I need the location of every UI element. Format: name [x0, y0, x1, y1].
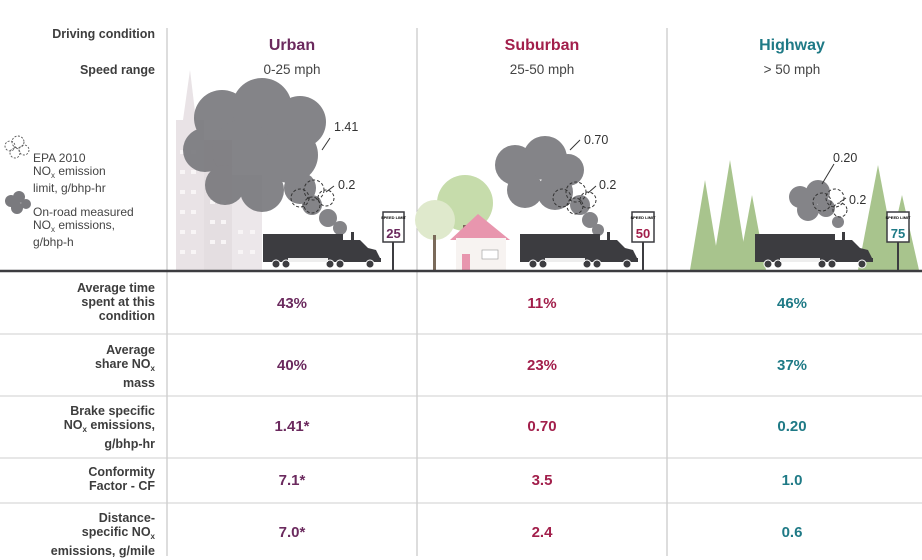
speed-limit-sign: SPEED LIMIT 25 [381, 211, 407, 270]
highway-scene: SPEED LIMIT 75 [690, 160, 919, 270]
tree-icon [415, 200, 455, 240]
speed-range-label: Speed range [79, 63, 155, 77]
row-label-conformity: Conformity Factor - CF [88, 465, 155, 493]
measured-emission-cloud [183, 78, 347, 235]
legend-epa-line: EPA 2010 [33, 151, 86, 165]
sign-speed-limit-text: SPEED LIMIT [630, 215, 656, 220]
epa-limit-cloud [552, 181, 597, 215]
cell-distance-urban: 7.0* [278, 524, 306, 541]
row-label-time-spent: Average time spent at this condition [76, 281, 155, 323]
legend-epa-cloud-icon [4, 135, 30, 159]
sign-speed-urban: 25 [386, 226, 400, 241]
urban-scene: SPEED LIMIT 25 [176, 70, 407, 270]
suburban-scene: SPEED LIMIT 50 [415, 136, 656, 270]
highway-limit-value: 0.2 [849, 193, 867, 207]
sign-speed-highway: 75 [891, 226, 905, 241]
legend-onroad-line: On-road measured [33, 205, 134, 219]
cell-cf-suburban: 3.5 [531, 472, 553, 489]
sign-speed-suburban: 50 [636, 226, 650, 241]
cell-distance-suburban: 2.4 [531, 524, 553, 541]
urban-limit-value: 0.2 [338, 178, 356, 192]
truck-icon [755, 232, 873, 269]
legend-epa-line: NOx emission [33, 164, 106, 181]
legend-onroad-text: On-road measured NOx emissions, g/bhp-h [33, 206, 134, 249]
cell-brake-suburban: 0.70 [527, 418, 557, 435]
legend-measured-cloud-icon [5, 191, 31, 214]
row-label-distance-specific: Distance- specific NOx emissions, g/mile [50, 511, 155, 558]
highway-measured-value: 0.20 [833, 151, 858, 165]
cell-brake-urban: 1.41* [274, 418, 310, 435]
cell-share-highway: 37% [776, 357, 808, 374]
row-dividers [0, 333, 922, 504]
legend-onroad-line: g/bhp-h [33, 235, 74, 249]
cell-time-highway: 46% [776, 295, 808, 312]
cell-share-urban: 40% [276, 357, 308, 374]
epa-limit-cloud [290, 179, 335, 214]
legend-onroad-line: NOx emissions, [33, 218, 116, 235]
legend-epa-text: EPA 2010 NOx emission limit, g/bhp-hr [33, 152, 106, 195]
cell-share-suburban: 23% [526, 357, 558, 374]
speed-range-suburban: 25-50 mph [509, 62, 575, 77]
cell-distance-highway: 0.6 [781, 524, 803, 541]
measured-emission-cloud [495, 136, 604, 236]
suburban-limit-value: 0.2 [599, 178, 617, 192]
epa-limit-cloud [812, 188, 848, 218]
house-icon [450, 214, 510, 270]
speed-range-urban: 0-25 mph [263, 62, 321, 77]
speed-limit-sign: SPEED LIMIT 75 [885, 211, 911, 270]
legend-epa-line: limit, g/bhp-hr [33, 181, 106, 195]
suburban-measured-value: 0.70 [584, 133, 609, 147]
column-title-highway: Highway [759, 37, 825, 54]
speed-range-highway: > 50 mph [763, 62, 821, 77]
truck-icon [520, 232, 638, 269]
truck-icon [263, 232, 381, 269]
speed-limit-sign: SPEED LIMIT 50 [630, 211, 656, 270]
driving-condition-label: Driving condition [52, 27, 155, 41]
urban-measured-value: 1.41 [334, 120, 359, 134]
measured-emission-cloud [789, 180, 844, 228]
sign-speed-limit-text: SPEED LIMIT [885, 215, 911, 220]
cell-cf-urban: 7.1* [278, 472, 306, 489]
row-label-brake-specific: Brake specific NOx emissions, g/bhp-hr [63, 404, 155, 451]
column-title-suburban: Suburban [504, 37, 580, 54]
cell-time-urban: 43% [276, 295, 308, 312]
cell-cf-highway: 1.0 [781, 472, 803, 489]
row-label-nox-share: Average share NOx mass [94, 343, 155, 390]
cell-brake-highway: 0.20 [777, 418, 807, 435]
column-title-urban: Urban [268, 37, 316, 54]
pine-trees-icon [690, 160, 919, 270]
cell-time-suburban: 11% [527, 295, 557, 312]
sign-speed-limit-text: SPEED LIMIT [381, 215, 407, 220]
